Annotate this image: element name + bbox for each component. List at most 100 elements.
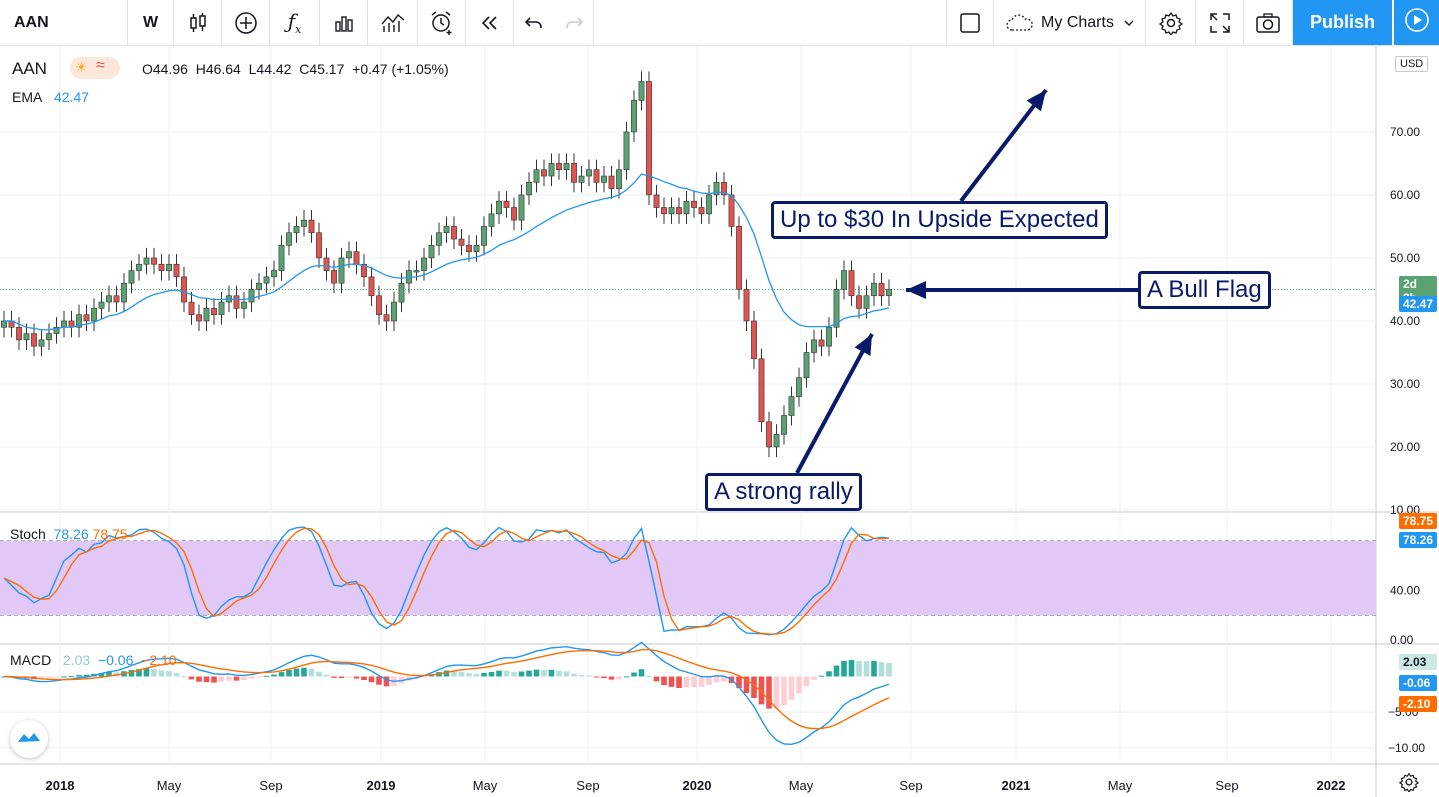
symbol-search[interactable]: AAN xyxy=(0,0,128,45)
function-icon: ƒx xyxy=(287,9,302,36)
candle-body xyxy=(421,257,427,271)
alert-button[interactable] xyxy=(418,0,466,45)
macd-hist-bar xyxy=(256,676,262,678)
candle-body xyxy=(781,415,787,435)
macd-hist-bar xyxy=(398,676,405,684)
candle-body xyxy=(301,219,307,227)
macd-hist-bar xyxy=(38,676,45,680)
macd-hist-bar xyxy=(98,672,105,677)
redo-button[interactable] xyxy=(554,0,594,45)
chart-canvas[interactable]: 10.0020.0030.0040.0050.0060.0070.000.004… xyxy=(0,46,1439,797)
macd-hist-bar xyxy=(683,676,690,688)
macd-hist-bar xyxy=(241,676,247,681)
macd-hist-bar xyxy=(466,673,472,677)
compare-button[interactable] xyxy=(222,0,270,45)
macd-hist-bar xyxy=(863,661,870,677)
candle-body xyxy=(541,169,547,177)
macd-hist-bar xyxy=(601,676,607,679)
axis-settings-button[interactable] xyxy=(1398,772,1420,797)
candle-body xyxy=(496,200,502,215)
candle-body xyxy=(518,194,525,221)
time-tick-label: May xyxy=(789,778,814,793)
macd-hist-bar xyxy=(676,676,682,689)
tradingview-logo[interactable] xyxy=(10,720,48,758)
templates-button[interactable] xyxy=(320,0,368,45)
macd-hist-bar xyxy=(608,676,615,680)
macd-hist-bar xyxy=(713,676,720,683)
macd-hist-bar xyxy=(481,673,487,677)
financials-button[interactable] xyxy=(368,0,418,45)
macd-hist-bar xyxy=(346,676,352,678)
stoch-band xyxy=(0,540,1376,616)
candle-body xyxy=(533,169,540,183)
candle-body xyxy=(646,81,652,196)
candle-body xyxy=(188,301,195,315)
macd-hist-bar xyxy=(136,669,142,677)
candle-body xyxy=(698,207,705,215)
macd-hist-bar xyxy=(451,670,457,677)
upside-arrow-shaft xyxy=(959,88,1048,203)
macd-hist-bar xyxy=(316,671,322,677)
time-tick-label: 2022 xyxy=(1317,778,1346,793)
annotation-rally[interactable]: A strong rally xyxy=(705,473,862,511)
snapshot-button[interactable] xyxy=(1244,0,1293,45)
macd-hist-bar xyxy=(383,676,390,687)
candle-body xyxy=(83,314,90,322)
macd-hist-bar xyxy=(518,671,525,677)
price-tick-label: 20.00 xyxy=(1390,440,1420,454)
replay-button[interactable] xyxy=(466,0,514,45)
candle-body xyxy=(878,282,885,297)
time-axis: 2018 May Sep 2019 May Sep 2020 May Sep 2021 May Sep… xyxy=(46,778,1346,793)
candle-body xyxy=(323,257,330,271)
time-tick-label: 2020 xyxy=(683,778,712,793)
fullscreen-button[interactable] xyxy=(1196,0,1244,45)
candle-body xyxy=(856,295,862,309)
candle-body xyxy=(556,163,562,171)
time-tick-label: 2021 xyxy=(1002,778,1031,793)
macd-hist-bar xyxy=(496,670,502,677)
candle-body xyxy=(218,301,225,315)
time-tick-label: 2019 xyxy=(367,778,396,793)
macd-hist-bar xyxy=(293,668,300,677)
candle-body xyxy=(466,245,472,252)
settings-button[interactable] xyxy=(1146,0,1196,45)
ideas-stream-button[interactable] xyxy=(1393,0,1439,45)
macd-hist-bar xyxy=(541,669,547,677)
market-status-badge[interactable]: ☀ ≈ xyxy=(70,57,120,79)
macd-hist-bar xyxy=(833,665,840,677)
macd-hist-bar xyxy=(76,675,82,677)
macd-hist-bar xyxy=(668,676,675,687)
undo-button[interactable] xyxy=(514,0,554,45)
macd-hist-bar xyxy=(563,671,570,677)
my-charts-dropdown[interactable]: My Charts xyxy=(994,0,1146,45)
price-tick-label: 70.00 xyxy=(1390,125,1420,139)
candle-body xyxy=(871,282,877,297)
stoch-d-box: 78.75 xyxy=(1399,513,1437,529)
candle-body xyxy=(676,207,682,215)
candle-body xyxy=(721,182,727,196)
interval-button[interactable]: W xyxy=(128,0,174,45)
publish-button[interactable]: Publish xyxy=(1293,0,1392,45)
macd-hist-bar xyxy=(308,668,315,677)
candle-body xyxy=(473,245,480,252)
expand-icon xyxy=(1209,12,1231,34)
candle-body xyxy=(128,270,135,284)
candle-body xyxy=(571,163,577,183)
candle-body xyxy=(458,238,465,246)
currency-badge[interactable]: USD xyxy=(1395,56,1429,72)
candle-body xyxy=(631,100,637,133)
time-tick-label: May xyxy=(1108,778,1133,793)
candle-body xyxy=(743,289,750,322)
candle-body xyxy=(346,251,352,259)
annotation-upside[interactable]: Up to $30 In Upside Expected xyxy=(771,201,1108,239)
candle-style-button[interactable] xyxy=(174,0,222,45)
annotation-bull-flag[interactable]: A Bull Flag xyxy=(1138,271,1271,309)
indicators-button[interactable]: ƒx xyxy=(270,0,320,45)
candle-body xyxy=(1,320,7,328)
macd-hist-bar xyxy=(181,676,187,678)
candle-body xyxy=(488,213,495,227)
fullscreen-layout-button[interactable] xyxy=(946,0,994,45)
undo-icon xyxy=(524,14,544,32)
bull-flag-arrow-head xyxy=(906,281,926,299)
candle-body xyxy=(278,245,285,271)
